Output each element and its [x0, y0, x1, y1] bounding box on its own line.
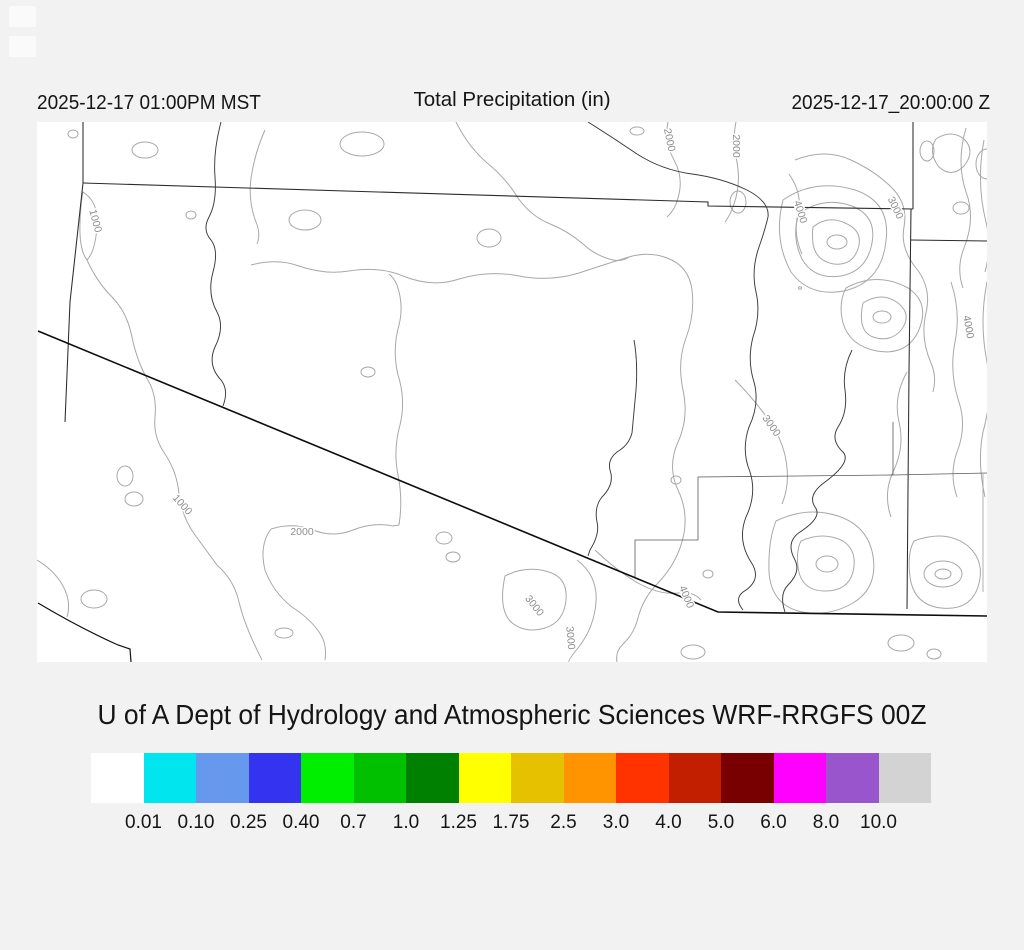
state-borders	[64, 122, 987, 610]
colorbar-tick-label: 10.0	[860, 812, 897, 833]
colorbar-segment	[826, 753, 879, 803]
colorbar-segment	[91, 753, 144, 803]
colorbar-segment	[406, 753, 459, 803]
colorbar-segment	[721, 753, 774, 803]
colorbar-tick-label: 4.0	[655, 812, 682, 833]
colorbar-tick-label: 3.0	[602, 812, 630, 833]
page-title: Total Precipitation (in)	[413, 88, 611, 111]
colorbar-segment	[511, 753, 564, 803]
colorbar-segment	[353, 753, 406, 803]
elevation-contour-lines	[37, 122, 987, 662]
international-border	[37, 330, 987, 617]
colorbar-tick-label: 8.0	[812, 812, 840, 833]
colorbar-tick-label: 0.01	[125, 812, 162, 833]
rivers	[37, 122, 853, 662]
colorbar-tick-label: 0.25	[230, 812, 267, 833]
colorbar-segment	[668, 753, 721, 803]
colorbar-segment	[196, 753, 249, 803]
colorbar-tick-label: 5.0	[707, 812, 735, 833]
colorbar-segment	[248, 753, 301, 803]
map-canvas: 1000 1000 2000 2000 2000 4000 3000 4000 3000 3000…	[37, 122, 987, 662]
colorbar-segment	[563, 753, 616, 803]
reservation-boundary	[634, 422, 987, 577]
valid-time-local: 2025-12-17 01:00PM MST	[37, 92, 261, 114]
contour-labels: 1000 1000 2000 2000 2000 4000 3000 4000 3000 3000…	[85, 126, 978, 652]
footer-caption: U of A Dept of Hydrology and Atmospheric…	[97, 699, 927, 730]
colorbar-tick-label: 2.5	[550, 812, 577, 833]
contour-label: 3000	[885, 195, 906, 221]
colorbar-tick-label: 0.40	[282, 812, 320, 833]
colorbar-tick-label: 0.10	[177, 812, 215, 833]
contour-label: 1000	[170, 492, 195, 518]
contour-label: 1000	[86, 208, 104, 234]
colorbar-tick-label: 1.0	[392, 812, 420, 833]
contour-label: 3000	[760, 413, 783, 439]
colorbar-segment	[773, 753, 826, 803]
colorbar-segment	[458, 753, 511, 803]
window-artifact-square-bottom	[9, 36, 36, 57]
contour-label: 3000	[522, 593, 546, 619]
contour-label: 2000	[661, 127, 678, 152]
contour-label: 2000	[290, 526, 314, 538]
contour-label: 4000	[676, 584, 696, 610]
valid-time-utc: 2025-12-17_20:00:00 Z	[791, 92, 990, 114]
contour-label: 4000	[960, 314, 976, 339]
window-artifact-square-top	[9, 6, 36, 27]
colorbar	[91, 753, 931, 803]
contour-label: 3000	[563, 626, 577, 650]
colorbar-tick-label: 0.7	[340, 812, 367, 833]
colorbar-segment	[301, 753, 354, 803]
colorbar-tick-label: 1.25	[440, 812, 477, 833]
colorbar-segment	[878, 753, 931, 803]
contour-label: 4000	[791, 199, 810, 225]
colorbar-segment	[616, 753, 669, 803]
colorbar-tick-label: 6.0	[760, 812, 787, 833]
contour-label: 2000	[730, 134, 742, 158]
colorbar-tick-label: 1.75	[492, 812, 530, 833]
colorbar-segment	[143, 753, 196, 803]
